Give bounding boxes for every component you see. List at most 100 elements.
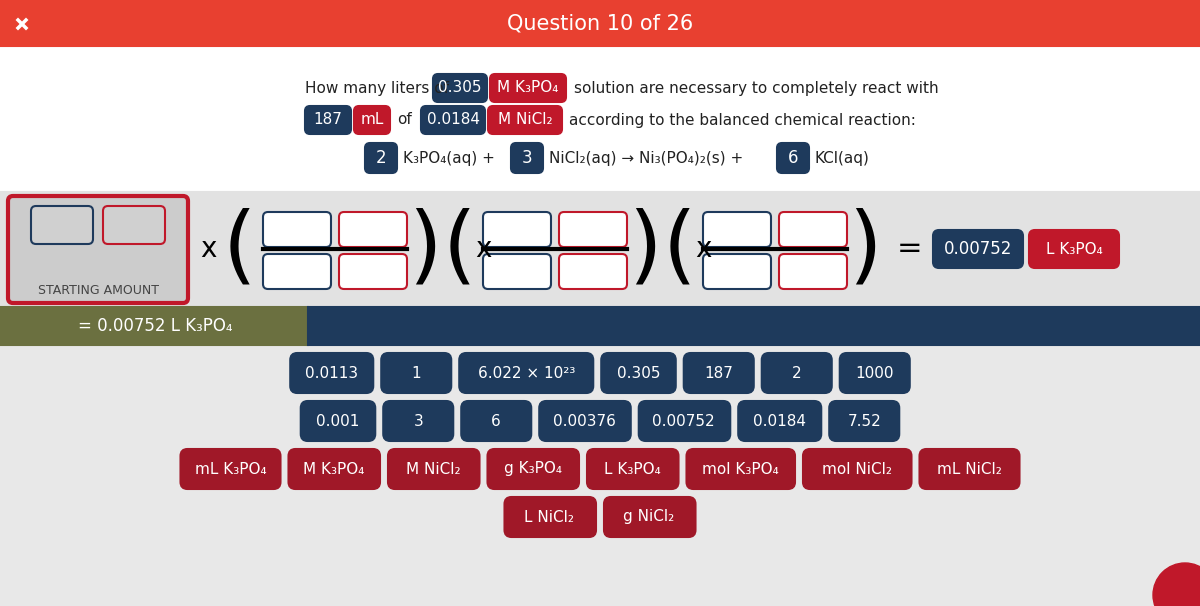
FancyBboxPatch shape <box>488 106 562 134</box>
Text: 187: 187 <box>704 365 733 381</box>
Text: according to the balanced chemical reaction:: according to the balanced chemical react… <box>569 113 916 127</box>
FancyBboxPatch shape <box>263 212 331 247</box>
FancyBboxPatch shape <box>460 353 593 393</box>
Text: M K₃PO₄: M K₃PO₄ <box>302 462 364 476</box>
Text: 0.00752: 0.00752 <box>653 413 715 428</box>
Text: mL NiCl₂: mL NiCl₂ <box>937 462 1002 476</box>
Text: NiCl₂(aq) → Ni₃(PO₄)₂(s) +: NiCl₂(aq) → Ni₃(PO₄)₂(s) + <box>550 150 743 165</box>
Text: L K₃PO₄: L K₃PO₄ <box>604 462 660 476</box>
FancyBboxPatch shape <box>0 46 1200 606</box>
FancyBboxPatch shape <box>686 449 796 489</box>
FancyBboxPatch shape <box>738 401 821 441</box>
Text: L NiCl₂: L NiCl₂ <box>524 510 575 525</box>
Text: How many liters of: How many liters of <box>305 81 449 96</box>
FancyBboxPatch shape <box>539 401 631 441</box>
Text: = 0.00752 L K₃PO₄: = 0.00752 L K₃PO₄ <box>78 317 233 335</box>
FancyBboxPatch shape <box>919 449 1020 489</box>
FancyBboxPatch shape <box>421 106 485 134</box>
FancyBboxPatch shape <box>8 196 188 303</box>
FancyBboxPatch shape <box>604 497 696 537</box>
Text: 0.305: 0.305 <box>438 81 481 96</box>
Text: 0.0184: 0.0184 <box>426 113 480 127</box>
FancyBboxPatch shape <box>762 353 832 393</box>
Text: 187: 187 <box>313 113 342 127</box>
Text: L K₃PO₄: L K₃PO₄ <box>1045 242 1103 256</box>
FancyBboxPatch shape <box>461 401 532 441</box>
Text: ): ) <box>629 207 661 290</box>
FancyBboxPatch shape <box>601 353 676 393</box>
FancyBboxPatch shape <box>433 74 487 102</box>
FancyBboxPatch shape <box>482 212 551 247</box>
FancyBboxPatch shape <box>103 206 166 244</box>
FancyBboxPatch shape <box>383 401 454 441</box>
FancyBboxPatch shape <box>288 449 380 489</box>
Text: 3: 3 <box>522 149 533 167</box>
Text: solution are necessary to completely react with: solution are necessary to completely rea… <box>574 81 938 96</box>
Text: (: ( <box>662 207 696 290</box>
FancyBboxPatch shape <box>511 143 542 173</box>
Text: 0.001: 0.001 <box>316 413 360 428</box>
FancyBboxPatch shape <box>0 345 1200 606</box>
FancyBboxPatch shape <box>263 254 331 289</box>
Text: 0.00752: 0.00752 <box>944 240 1012 258</box>
Text: 1: 1 <box>412 365 421 381</box>
FancyBboxPatch shape <box>340 254 407 289</box>
Text: mL: mL <box>360 113 384 127</box>
FancyBboxPatch shape <box>703 212 772 247</box>
Text: 3: 3 <box>413 413 424 428</box>
Text: 6.022 × 10²³: 6.022 × 10²³ <box>478 365 575 381</box>
FancyBboxPatch shape <box>354 106 390 134</box>
FancyBboxPatch shape <box>0 307 308 345</box>
FancyBboxPatch shape <box>934 230 1022 268</box>
FancyBboxPatch shape <box>0 0 1200 46</box>
Text: M NiCl₂: M NiCl₂ <box>498 113 552 127</box>
Text: K₃PO₄(aq) +: K₃PO₄(aq) + <box>403 150 494 165</box>
FancyBboxPatch shape <box>703 254 772 289</box>
FancyBboxPatch shape <box>559 212 628 247</box>
Text: mol K₃PO₄: mol K₃PO₄ <box>702 462 779 476</box>
Text: of: of <box>397 113 412 127</box>
Text: 7.52: 7.52 <box>847 413 881 428</box>
Text: 6: 6 <box>787 149 798 167</box>
Text: mol NiCl₂: mol NiCl₂ <box>822 462 892 476</box>
FancyBboxPatch shape <box>487 449 580 489</box>
FancyBboxPatch shape <box>365 143 397 173</box>
Text: 6: 6 <box>491 413 502 428</box>
FancyBboxPatch shape <box>684 353 754 393</box>
Text: STARTING AMOUNT: STARTING AMOUNT <box>37 284 158 296</box>
FancyBboxPatch shape <box>482 254 551 289</box>
Text: ): ) <box>408 207 442 290</box>
FancyBboxPatch shape <box>779 212 847 247</box>
Text: x: x <box>200 235 216 263</box>
FancyBboxPatch shape <box>388 449 480 489</box>
FancyBboxPatch shape <box>0 192 1200 307</box>
Text: g K₃PO₄: g K₃PO₄ <box>504 462 562 476</box>
FancyBboxPatch shape <box>308 307 1200 345</box>
Text: 0.0113: 0.0113 <box>305 365 358 381</box>
Text: =: = <box>898 235 923 264</box>
FancyBboxPatch shape <box>504 497 596 537</box>
Text: (: ( <box>443 207 475 290</box>
FancyBboxPatch shape <box>382 353 451 393</box>
FancyBboxPatch shape <box>803 449 912 489</box>
Text: ): ) <box>848 207 882 290</box>
Text: g NiCl₂: g NiCl₂ <box>623 510 674 525</box>
Text: M K₃PO₄: M K₃PO₄ <box>497 81 559 96</box>
Text: (: ( <box>222 207 256 290</box>
FancyBboxPatch shape <box>559 254 628 289</box>
Text: Question 10 of 26: Question 10 of 26 <box>506 13 694 33</box>
Text: 0.00376: 0.00376 <box>553 413 616 428</box>
Circle shape <box>1153 563 1200 606</box>
FancyBboxPatch shape <box>490 74 566 102</box>
FancyBboxPatch shape <box>180 449 281 489</box>
FancyBboxPatch shape <box>779 254 847 289</box>
FancyBboxPatch shape <box>587 449 678 489</box>
Text: mL K₃PO₄: mL K₃PO₄ <box>194 462 266 476</box>
FancyBboxPatch shape <box>840 353 910 393</box>
FancyBboxPatch shape <box>829 401 899 441</box>
FancyBboxPatch shape <box>1030 230 1120 268</box>
Text: 2: 2 <box>376 149 386 167</box>
Text: 2: 2 <box>792 365 802 381</box>
Text: 0.0184: 0.0184 <box>752 413 805 428</box>
Text: KCl(aq): KCl(aq) <box>815 150 870 165</box>
